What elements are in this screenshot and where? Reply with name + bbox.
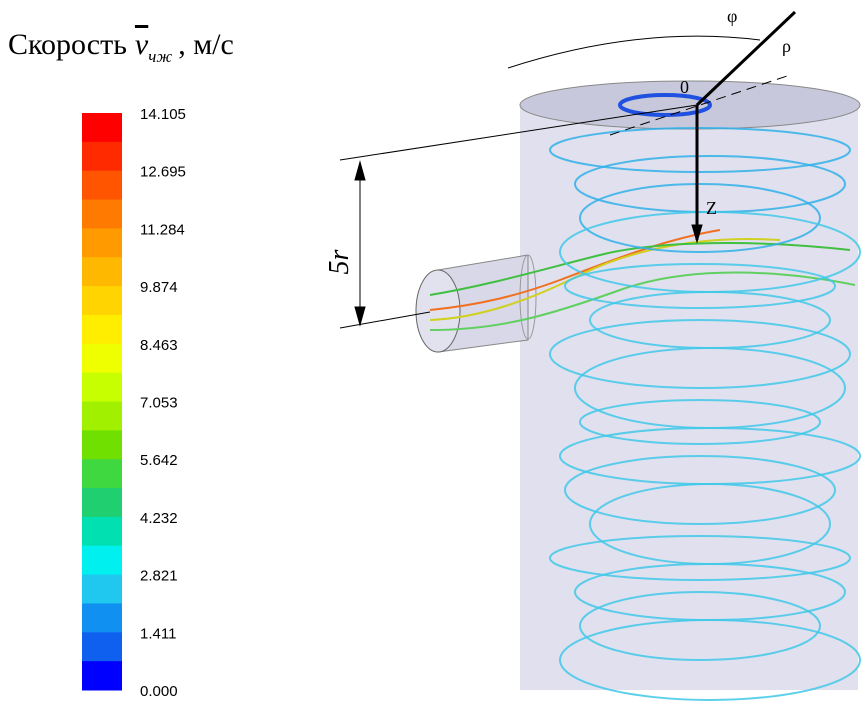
colorbar-segment — [82, 402, 122, 431]
colorbar-segment — [82, 546, 122, 575]
colorbar-label: 7.053 — [140, 394, 178, 411]
cylinder-body — [520, 105, 858, 690]
colorbar-segment — [82, 430, 122, 459]
rho-label: ρ — [782, 36, 791, 56]
title-subscript: чж — [148, 47, 172, 66]
colorbar-segment — [82, 142, 122, 171]
nozzle-inlet — [416, 270, 460, 352]
colorbar-label: 8.463 — [140, 337, 178, 354]
colorbar-label: 4.232 — [140, 510, 178, 527]
colorbar-label: 9.874 — [140, 279, 178, 296]
colorbar-segment — [82, 200, 122, 229]
colorbar-segment — [82, 575, 122, 604]
colorbar-segment — [82, 632, 122, 661]
colorbar-segment — [82, 459, 122, 488]
dimension-label: 5r — [324, 249, 355, 274]
colorbar-segment — [82, 344, 122, 373]
cylinder-top — [520, 81, 860, 129]
z-label: Z — [706, 198, 717, 218]
colorbar-segment — [82, 228, 122, 257]
colorbar-label: 0.000 — [140, 683, 178, 700]
colorbar-label: 14.105 — [140, 106, 186, 123]
colorbar-segment — [82, 488, 122, 517]
colorbar-label: 12.695 — [140, 164, 186, 181]
origin-label: 0 — [680, 77, 689, 97]
colorbar-label: 1.411 — [140, 625, 176, 642]
colorbar-segment — [82, 286, 122, 315]
phi-label: φ — [727, 6, 737, 26]
figure: Скоростьvчж , м/с 14.105 12.695 11.284 9.874… — [0, 0, 865, 709]
title-suffix: , м/с — [178, 28, 234, 61]
colorbar-segment — [82, 603, 122, 632]
colorbar-segment — [82, 661, 122, 690]
title-prefix: Скорость — [8, 28, 127, 61]
title-symbol: v — [135, 28, 149, 61]
colorbar-segment — [82, 171, 122, 200]
colorbar-segment — [82, 257, 122, 286]
colorbar-label: 11.284 — [140, 221, 185, 238]
colorbar-label: 2.821 — [140, 568, 178, 585]
colorbar-segment — [82, 315, 122, 344]
colorbar: 14.105 12.695 11.284 9.874 8.463 7.053 5.642 4.… — [82, 106, 186, 700]
colorbar-label: 5.642 — [140, 452, 178, 469]
colorbar-segment — [82, 517, 122, 546]
colorbar-segment — [82, 113, 122, 142]
colorbar-segment — [82, 373, 122, 402]
